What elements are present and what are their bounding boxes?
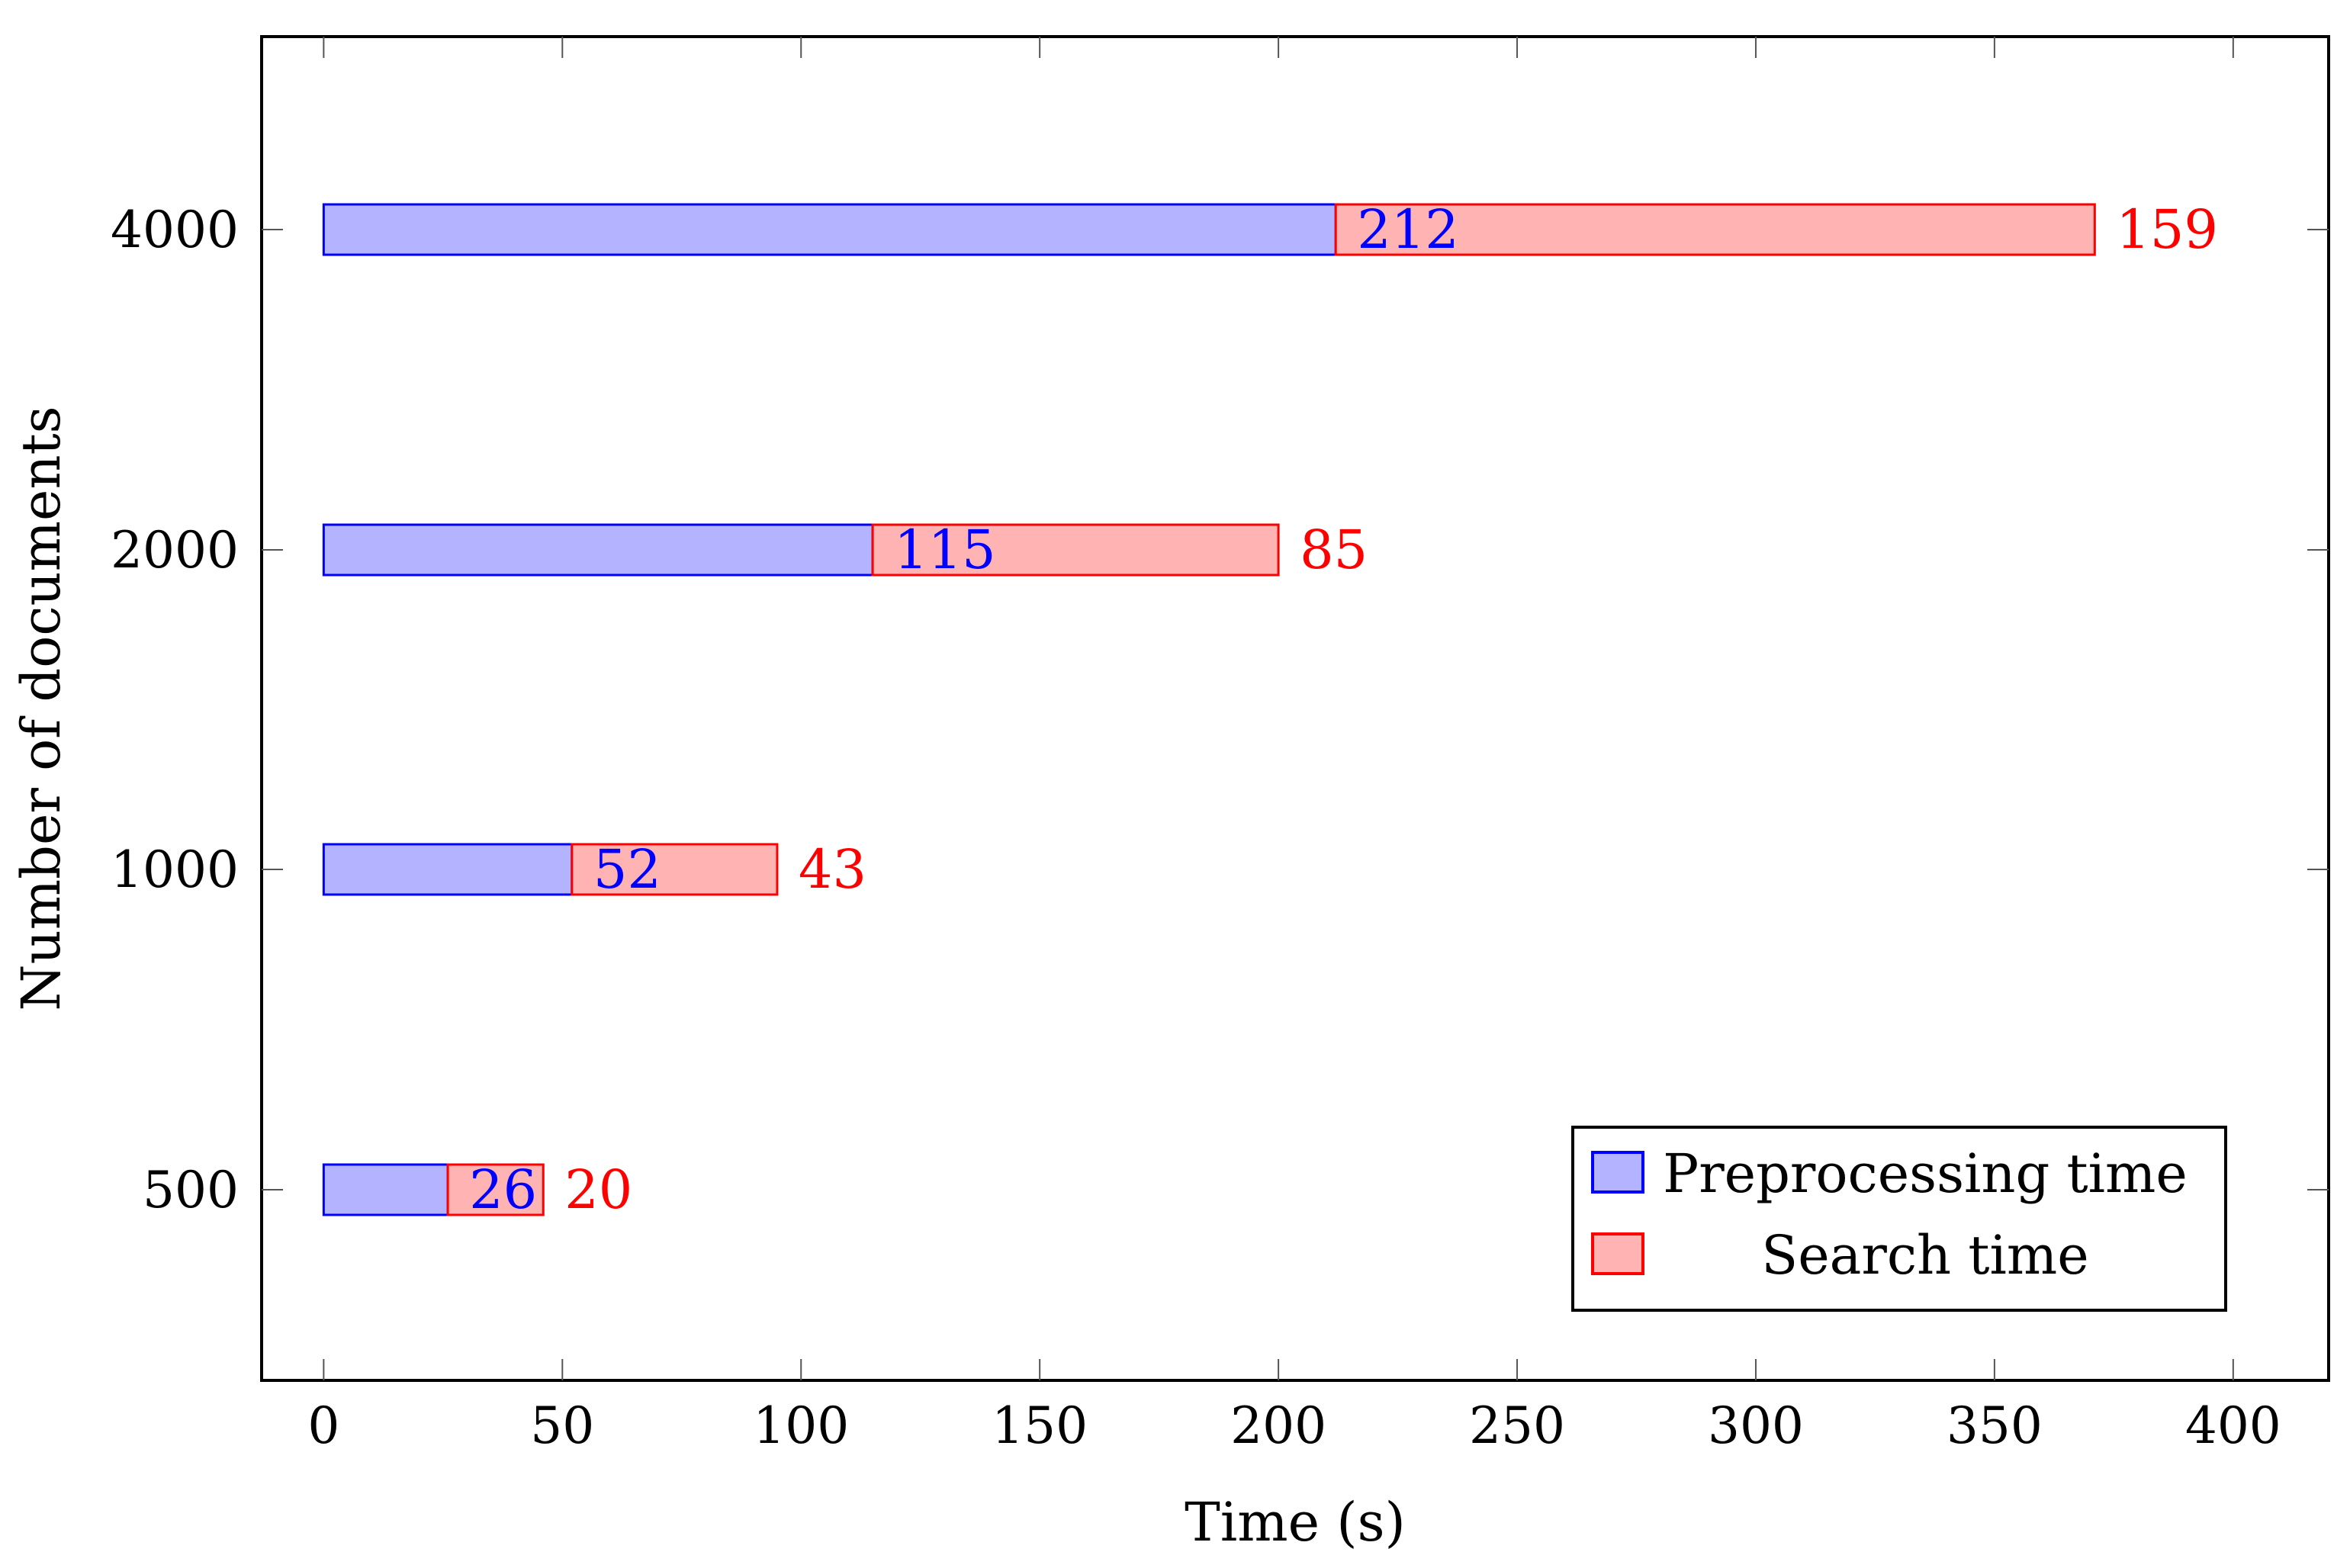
bar-preprocessing-2000 [322,523,874,577]
bar-preprocessing-1000 [322,843,574,896]
legend-label-search: Search time [1761,1224,2088,1287]
x-tick-label-300: 300 [1708,1396,1804,1455]
bar-search-4000 [1334,203,2096,256]
x-tick-label-350: 350 [1947,1396,2043,1455]
x-tick-label-100: 100 [753,1396,849,1455]
value-label-preprocessing-2000: 115 [894,519,996,581]
value-label-search-1000: 43 [799,838,866,901]
y-tick-label-500: 500 [143,1161,239,1219]
legend-label-preprocessing: Preprocessing time [1663,1142,2188,1205]
legend-swatch-search [1591,1232,1644,1275]
legend-swatch-preprocessing [1591,1151,1644,1194]
y-tick-label-4000: 4000 [111,201,239,259]
y-axis-label: Number of documents [10,406,72,1011]
x-tick-label-400: 400 [2185,1396,2281,1455]
bar-search-1000 [571,843,779,896]
x-tick-label-250: 250 [1469,1396,1565,1455]
legend-box [1571,1126,2227,1312]
legend: Preprocessing time Search time [1571,1126,2227,1312]
bars-layer [322,203,2096,1216]
value-label-search-2000: 85 [1300,519,1368,581]
bar-search-500 [446,1163,545,1216]
value-label-search-500: 20 [564,1158,632,1221]
value-label-preprocessing-500: 26 [469,1158,537,1221]
x-axis-label: Time (s) [1185,1491,1406,1554]
y-tick-label-1000: 1000 [111,840,239,899]
value-label-preprocessing-1000: 52 [593,838,661,901]
x-tick-label-50: 50 [530,1396,594,1455]
tick-labels-layer: 0 50 100 150 200 250 300 350 400 500 1000 2000 4000 [111,201,2281,1455]
value-label-preprocessing-4000: 212 [1357,198,1459,261]
x-tick-label-150: 150 [992,1396,1088,1455]
bar-preprocessing-4000 [322,203,1337,256]
plot-frame [260,35,2330,1382]
y-tick-label-2000: 2000 [111,521,239,580]
ticks-layer [262,37,2329,1380]
bar-search-2000 [871,523,1280,577]
x-tick-label-0: 0 [307,1396,339,1455]
bar-preprocessing-500 [322,1163,449,1216]
value-label-search-4000: 159 [2116,198,2218,261]
value-labels-layer: 26 20 52 43 115 85 212 159 [469,198,2218,1221]
x-tick-label-200: 200 [1230,1396,1326,1455]
